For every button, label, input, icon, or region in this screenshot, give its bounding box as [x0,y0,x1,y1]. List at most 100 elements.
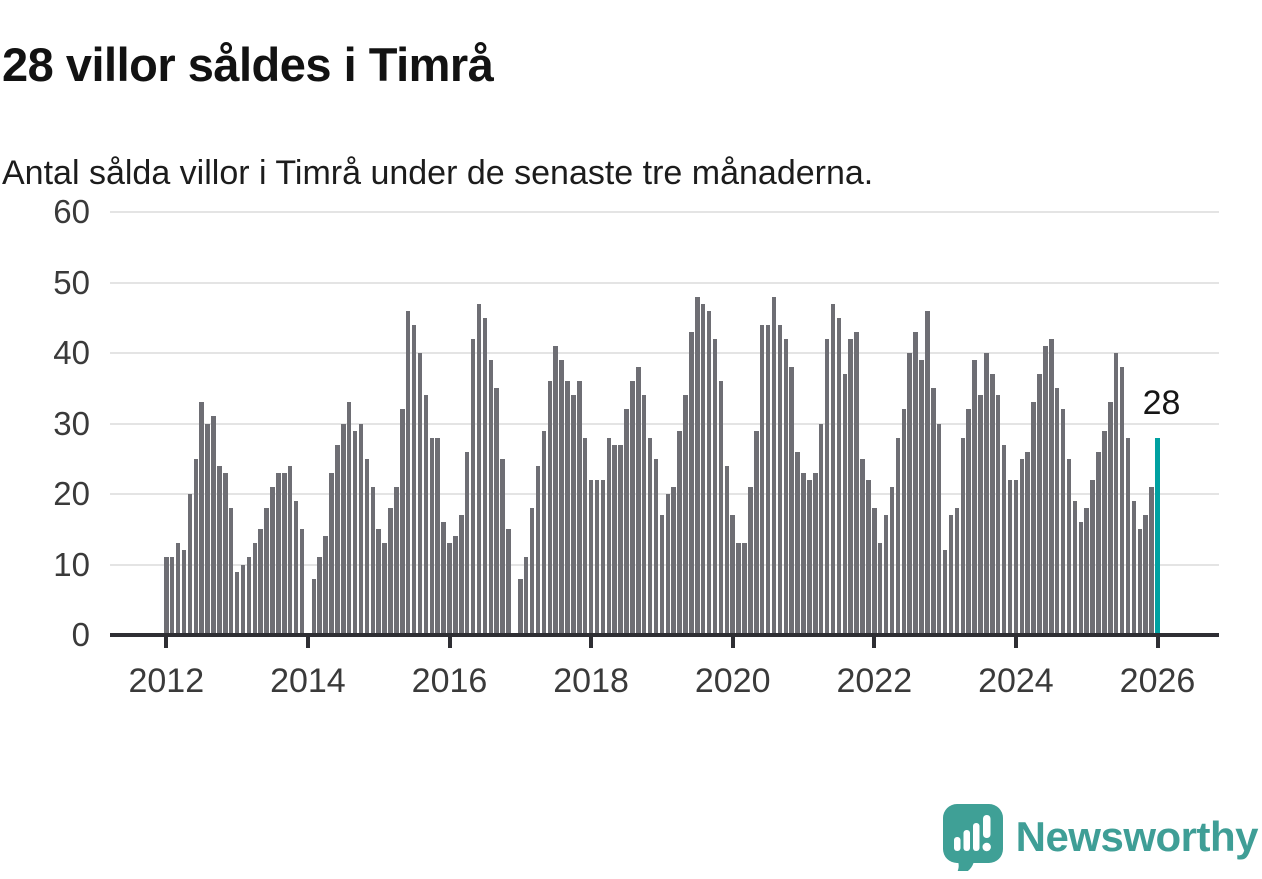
bar [258,529,263,635]
x-axis-tick-2026 [1155,637,1160,648]
bar [246,557,252,635]
bar [671,486,676,635]
bar [164,557,169,635]
bar [1137,529,1143,635]
bar [518,578,523,635]
bar [559,360,564,635]
gridline-10 [110,563,1219,566]
bar [718,381,724,635]
bar [960,437,966,635]
bar [866,479,871,635]
bar [830,303,836,635]
gridline-50 [110,281,1219,284]
bar [417,353,423,635]
bar [641,395,647,635]
y-axis-label-40: 40 [53,334,90,371]
x-axis-label-2020: 2020 [694,662,771,700]
bar [942,550,948,635]
chart-title: 28 villor såldes i Timrå [2,38,494,92]
bar [653,458,659,635]
bar [341,423,346,635]
bar [1131,501,1137,635]
bar [724,465,730,635]
bar [476,303,482,635]
bar [618,444,623,635]
bar [860,458,865,635]
x-axis-tick-2024 [1013,637,1018,648]
bar [695,296,700,635]
x-axis-label-2026: 2026 [1119,662,1196,700]
bar [1096,451,1101,635]
bar [388,508,393,635]
bar [612,444,617,635]
bar [677,430,682,635]
bar [211,416,216,635]
bar [919,360,924,635]
y-axis-label-50: 50 [53,263,90,301]
bar [1037,374,1042,635]
highlighted-bar [1155,437,1160,635]
bar [228,508,234,635]
bar [712,338,718,635]
bar [565,381,570,635]
bar [535,465,541,635]
bar [665,494,671,635]
bar [500,458,505,635]
highlight-value-label: 28 [1142,384,1181,422]
bar [659,515,665,635]
bar [895,437,901,635]
bar [429,437,435,635]
bar [287,465,293,635]
y-axis-label-0: 0 [71,616,90,653]
bar [317,557,322,635]
bar [276,472,281,635]
bar [523,557,529,635]
bar [907,353,912,635]
bar [335,444,340,635]
bar [588,479,594,635]
bar [1143,515,1148,635]
bar [754,430,759,635]
y-axis-label-30: 30 [53,404,90,442]
bar [877,543,883,635]
bar [582,437,588,635]
bar [801,472,806,635]
bar [606,437,612,635]
bar [995,395,1001,635]
bar [1019,458,1025,635]
bar [706,310,712,635]
bar [954,508,960,635]
bar [789,367,794,635]
bar [547,381,553,635]
bar [783,338,789,635]
bar [488,360,494,635]
x-axis-tick-2012 [164,637,169,648]
bar [630,381,635,635]
bar [748,486,753,635]
newsworthy-logo: Newsworthy [942,803,1259,871]
bar [683,395,688,635]
x-axis-label-2018: 2018 [553,662,629,700]
bar [636,367,641,635]
bar [647,437,653,635]
newsworthy-logo-icon [942,803,1003,871]
bar [323,536,328,635]
bar [370,486,376,635]
x-axis-tick-2020 [730,637,735,648]
x-axis-label-2016: 2016 [411,662,488,700]
bar [405,310,411,635]
bar [1113,353,1119,635]
x-axis-tick-2018 [589,637,594,648]
bar [494,388,499,635]
bar [913,331,918,635]
bar [459,515,464,635]
bar [1066,458,1072,635]
bar [364,458,370,635]
bar [1001,444,1007,635]
bar [453,536,458,635]
bar [352,430,358,635]
bar [571,395,576,635]
bar [1072,501,1078,635]
bar [759,324,765,635]
bar [205,423,210,635]
